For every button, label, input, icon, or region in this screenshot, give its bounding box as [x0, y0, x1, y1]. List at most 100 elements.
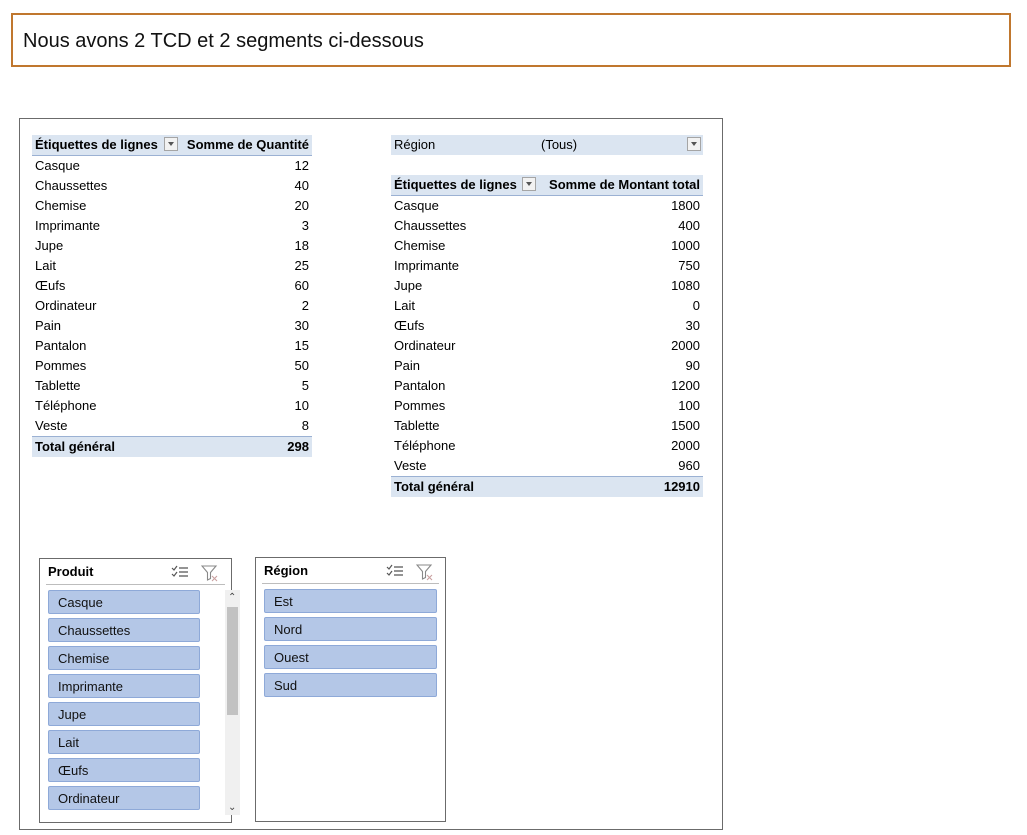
slicer-title: Région	[264, 563, 309, 578]
slicer-item[interactable]: Chemise	[48, 646, 200, 670]
pivot-row[interactable]: Pantalon 1200	[391, 376, 703, 396]
pivot-row[interactable]: Pommes 50	[32, 356, 312, 376]
row-label: Casque	[35, 158, 80, 173]
clear-filter-icon[interactable]	[415, 563, 434, 584]
row-value: 12	[294, 158, 309, 173]
row-label: Œufs	[394, 318, 425, 333]
slicer-item[interactable]: Ordinateur	[48, 786, 200, 810]
slicer-item[interactable]: Ouest	[264, 645, 437, 669]
pivot-row[interactable]: Imprimante 750	[391, 256, 703, 276]
row-value: 10	[294, 398, 309, 413]
row-value: 1000	[671, 238, 700, 253]
slicer-divider	[262, 583, 439, 584]
slicer-produit[interactable]: Produit Casque Chaussettes Chemise Impriman…	[39, 558, 240, 823]
row-value: 3	[301, 218, 309, 233]
pivot-row[interactable]: Chaussettes 400	[391, 216, 703, 236]
multi-select-icon[interactable]	[386, 563, 404, 582]
row-value: 8	[301, 418, 309, 433]
row-label: Chemise	[394, 238, 446, 253]
row-label: Chaussettes	[35, 178, 108, 193]
slicer-item[interactable]: Lait	[48, 730, 200, 754]
row-value: 40	[294, 178, 309, 193]
pivot-row[interactable]: Chaussettes 40	[32, 176, 312, 196]
slicer-item[interactable]: Œufs	[48, 758, 200, 782]
row-label: Casque	[394, 198, 439, 213]
pivot-row[interactable]: Casque 12	[32, 156, 312, 176]
slicer-title: Produit	[48, 564, 94, 579]
pivot-row[interactable]: Pain 30	[32, 316, 312, 336]
pivot-header-row: Étiquettes de lignes Somme de Montant to…	[391, 175, 703, 196]
row-value: 1500	[671, 418, 700, 433]
row-value: 30	[685, 318, 700, 333]
slicer-scrollbar[interactable]: ⌃ ⌄	[225, 590, 240, 815]
row-value: 50	[294, 358, 309, 373]
row-label: Lait	[35, 258, 56, 273]
pivot-row[interactable]: Jupe 18	[32, 236, 312, 256]
row-label: Tablette	[35, 378, 81, 393]
dropdown-arrow-icon[interactable]	[687, 137, 701, 151]
pivot-row[interactable]: Œufs 60	[32, 276, 312, 296]
pivot-row[interactable]: Lait 25	[32, 256, 312, 276]
row-label: Pantalon	[35, 338, 87, 353]
pivot-row[interactable]: Veste 8	[32, 416, 312, 436]
pivot-rows: Casque 12 Chaussettes 40 Chemise 20 Imprimante…	[32, 156, 312, 436]
pivot-row[interactable]: Ordinateur 2	[32, 296, 312, 316]
row-label: Ordinateur	[394, 338, 456, 353]
row-label: Veste	[394, 458, 427, 473]
dropdown-arrow-icon[interactable]	[522, 177, 536, 191]
slicer-item[interactable]: Est	[264, 589, 437, 613]
row-value: 30	[294, 318, 309, 333]
report-filter-region: Région (Tous)	[391, 135, 703, 155]
slicer-item[interactable]: Imprimante	[48, 674, 200, 698]
slicer-item[interactable]: Chaussettes	[48, 618, 200, 642]
pivot-row[interactable]: Imprimante 3	[32, 216, 312, 236]
row-label: Veste	[35, 418, 68, 433]
row-label: Ordinateur	[35, 298, 97, 313]
pivot-row[interactable]: Chemise 1000	[391, 236, 703, 256]
slicer-region[interactable]: Région Est Nord Ouest Sud	[255, 557, 446, 822]
row-value: 400	[678, 218, 700, 233]
multi-select-icon[interactable]	[171, 564, 189, 583]
pivot-row[interactable]: Jupe 1080	[391, 276, 703, 296]
total-value: 12910	[663, 479, 700, 494]
pivot-row[interactable]: Tablette 5	[32, 376, 312, 396]
row-value: 15	[294, 338, 309, 353]
row-value: 1800	[671, 198, 700, 213]
dropdown-arrow-icon[interactable]	[164, 137, 178, 151]
pivot-row[interactable]: Pain 90	[391, 356, 703, 376]
slicer-item[interactable]: Nord	[264, 617, 437, 641]
pivot-row[interactable]: Tablette 1500	[391, 416, 703, 436]
pivot-table-quantity: Étiquettes de lignes Somme de Quantité C…	[32, 135, 312, 457]
pivot-row[interactable]: Casque 1800	[391, 196, 703, 216]
scroll-up-icon[interactable]: ⌃	[228, 592, 237, 603]
row-label: Œufs	[35, 278, 66, 293]
pivot-row[interactable]: Ordinateur 2000	[391, 336, 703, 356]
row-label: Pommes	[394, 398, 446, 413]
pivot-row[interactable]: Pantalon 15	[32, 336, 312, 356]
row-label: Lait	[394, 298, 415, 313]
row-value: 0	[692, 298, 700, 313]
row-value: 1200	[671, 378, 700, 393]
row-label: Imprimante	[394, 258, 460, 273]
slicer-item[interactable]: Jupe	[48, 702, 200, 726]
row-labels-header: Étiquettes de lignes	[35, 137, 158, 152]
pivot-total-row: Total général 12910	[391, 476, 703, 497]
pivot-rows: Casque 1800 Chaussettes 400 Chemise 1000 Impri…	[391, 196, 703, 476]
pivot-row[interactable]: Veste 960	[391, 456, 703, 476]
instruction-banner: Nous avons 2 TCD et 2 segments ci-dessou…	[11, 13, 1011, 67]
scroll-thumb[interactable]	[227, 607, 238, 715]
pivot-row[interactable]: Téléphone 10	[32, 396, 312, 416]
pivot-row[interactable]: Œufs 30	[391, 316, 703, 336]
slicer-item[interactable]: Sud	[264, 673, 437, 697]
pivot-row[interactable]: Pommes 100	[391, 396, 703, 416]
scroll-down-icon[interactable]: ⌄	[228, 802, 237, 813]
value-header: Somme de Quantité	[186, 137, 309, 152]
row-value: 960	[678, 458, 700, 473]
row-label: Imprimante	[35, 218, 101, 233]
pivot-row[interactable]: Téléphone 2000	[391, 436, 703, 456]
pivot-row[interactable]: Chemise 20	[32, 196, 312, 216]
clear-filter-icon[interactable]	[200, 564, 219, 585]
pivot-row[interactable]: Lait 0	[391, 296, 703, 316]
row-value: 60	[294, 278, 309, 293]
slicer-item[interactable]: Casque	[48, 590, 200, 614]
